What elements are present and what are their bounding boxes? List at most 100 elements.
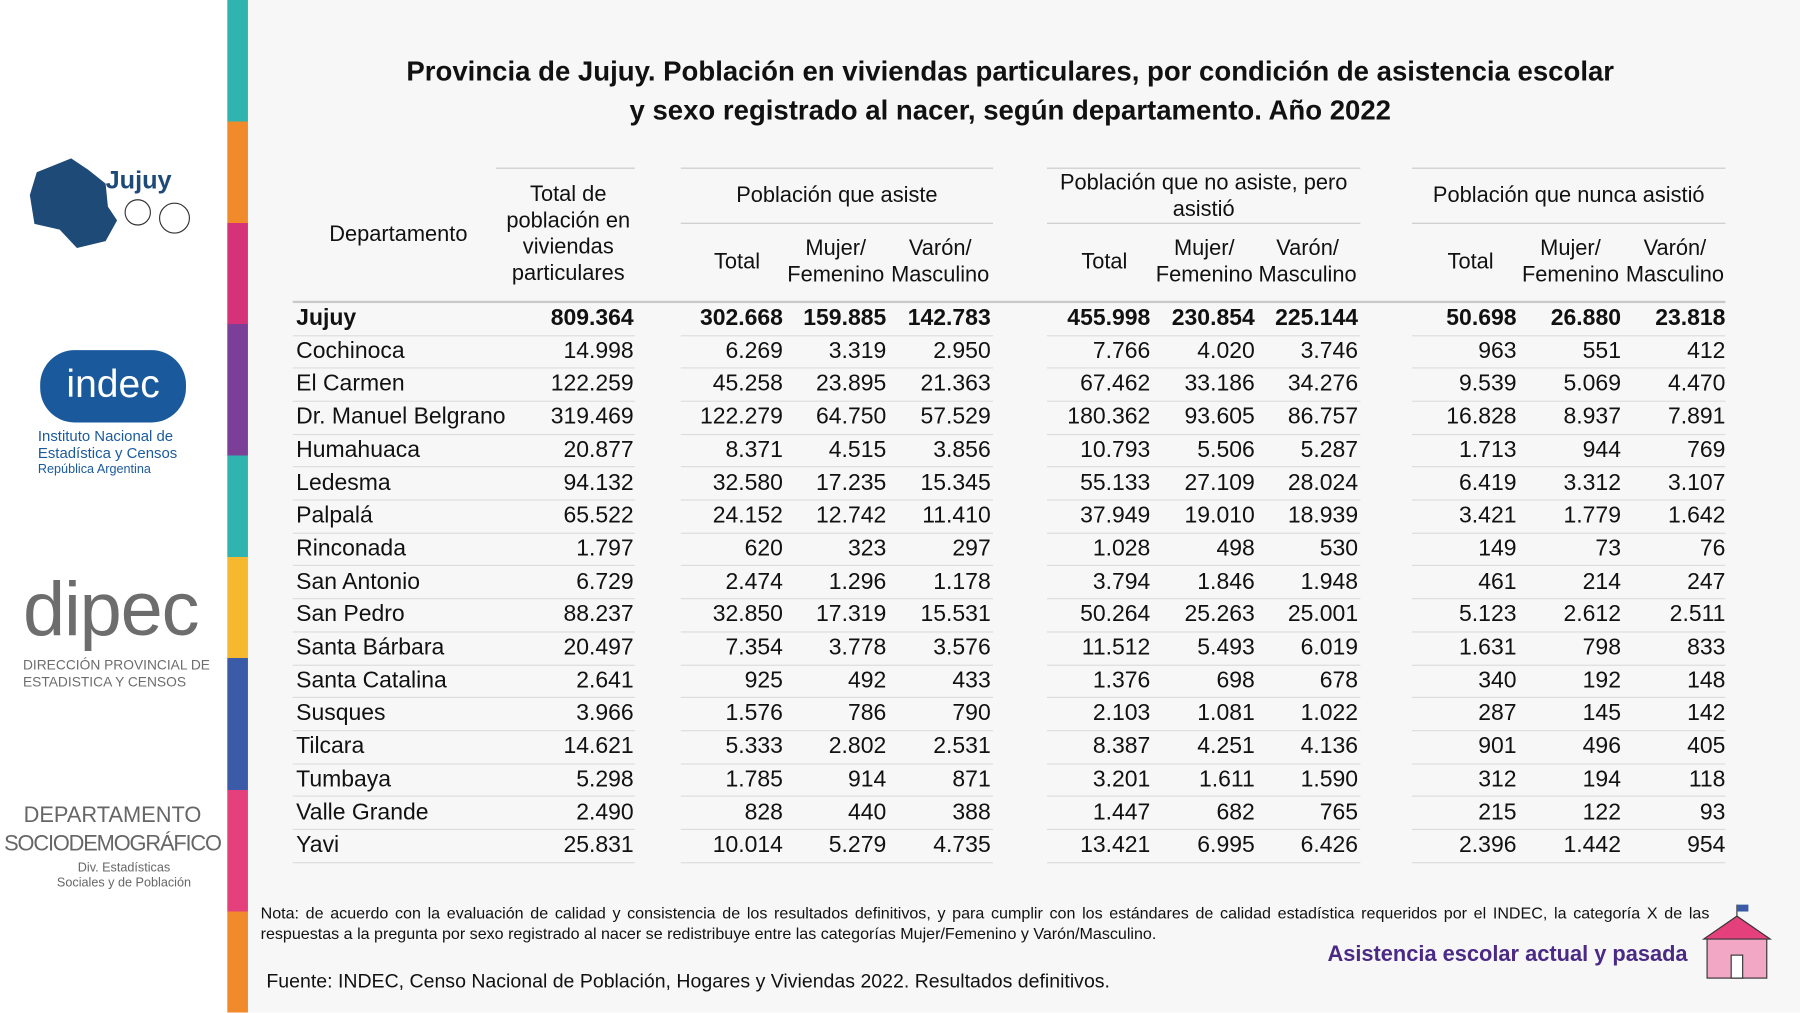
value: 13.421: [1080, 832, 1151, 858]
column-header: Varón/ Masculino: [1258, 236, 1357, 287]
row-rule: [1412, 499, 1726, 501]
row-rule: [1046, 433, 1361, 435]
column-header: Total: [713, 250, 761, 275]
value: 6.729: [576, 568, 634, 595]
value: 5.279: [828, 832, 887, 858]
value: 682: [1216, 799, 1255, 825]
row-rule: [1412, 631, 1726, 633]
value: 954: [1687, 832, 1726, 858]
value: 1.846: [1197, 568, 1255, 595]
row-rule: [1046, 466, 1361, 468]
value: 4.735: [933, 832, 991, 858]
value: 828: [744, 799, 783, 825]
value: 5.493: [1197, 634, 1255, 661]
value: 809.364: [550, 305, 634, 331]
value: 6.995: [1197, 832, 1255, 858]
dipec-name: DIRECCIÓN PROVINCIAL DE ESTADISTICA Y CE…: [22, 656, 210, 690]
value: 225.144: [1275, 305, 1359, 331]
value: 148: [1687, 667, 1726, 694]
row-rule: [1046, 828, 1361, 831]
group-title: Población que asiste: [736, 183, 938, 208]
indec-country: República Argentina: [37, 462, 151, 477]
source: Fuente: INDEC, Censo Nacional de Poblaci…: [266, 970, 1110, 992]
header-rule: [680, 167, 994, 169]
row-rule: [1412, 532, 1726, 534]
column-header: Mujer/ Femenino: [1155, 236, 1253, 287]
value: 1.631: [1459, 634, 1517, 661]
row-rule: [292, 697, 635, 699]
value: 455.998: [1067, 305, 1151, 331]
row-rule: [1412, 433, 1726, 435]
row-rule: [1412, 466, 1726, 468]
row-rule: [680, 532, 994, 534]
column-header: Total: [1447, 250, 1494, 275]
value: 492: [847, 667, 887, 694]
value: 1.296: [828, 568, 887, 595]
value: 3.319: [828, 338, 887, 364]
value: 8.387: [1092, 733, 1151, 759]
jujuy-text: Jujuy: [106, 166, 172, 194]
value: 20.877: [563, 437, 634, 463]
row-rule: [680, 466, 994, 468]
content: [247, 0, 1800, 1013]
value: 118: [1688, 766, 1726, 792]
row-rule: [680, 730, 994, 732]
value: 769: [1687, 437, 1726, 463]
row-rule: [292, 466, 635, 468]
column-header: Varón/ Masculino: [891, 236, 990, 287]
value: 1.611: [1198, 766, 1255, 792]
value: 214: [1582, 568, 1621, 595]
row-rule: [1046, 400, 1361, 402]
value: 3.421: [1459, 503, 1517, 529]
row-rule: [1412, 565, 1726, 567]
value: 340: [1478, 667, 1517, 694]
row-rule: [680, 664, 994, 666]
row-rule: [680, 795, 994, 798]
row-rule: [680, 499, 994, 501]
dept-name: Tilcara: [296, 733, 365, 759]
value: 551: [1582, 338, 1621, 364]
column-header: Varón/ Masculino: [1625, 236, 1725, 287]
value: 925: [744, 667, 783, 694]
row-rule: [292, 532, 635, 534]
color-stripe: [227, 0, 248, 1013]
value: 6.019: [1300, 634, 1359, 661]
row-rule: [1046, 762, 1361, 765]
row-rule: [1046, 334, 1361, 336]
value: 2.641: [576, 667, 634, 694]
value: 1.948: [1300, 568, 1359, 595]
row-rule: [1412, 664, 1726, 666]
row-rule: [1046, 795, 1361, 798]
row-rule: [1412, 367, 1726, 369]
value: 790: [952, 700, 991, 726]
row-rule: [1412, 400, 1726, 402]
value: 18.939: [1287, 503, 1359, 529]
value: 1.022: [1300, 700, 1359, 726]
value: 25.263: [1184, 601, 1255, 628]
value: 57.529: [920, 404, 991, 430]
row-rule: [292, 828, 635, 831]
value: 3.576: [933, 634, 991, 661]
value: 247: [1687, 568, 1726, 595]
value: 20.497: [563, 634, 634, 661]
value: 698: [1216, 667, 1255, 694]
value: 67.462: [1080, 371, 1151, 397]
value: 2.950: [933, 338, 991, 364]
jujuy-logo: Jujuy: [29, 158, 190, 248]
dept-name: Humahuaca: [296, 437, 420, 463]
value: 2.490: [576, 799, 634, 825]
row-rule: [292, 861, 635, 863]
value: 28.024: [1287, 470, 1359, 496]
row-rule: [1412, 795, 1726, 798]
value: 4.470: [1667, 371, 1726, 397]
value: 3.778: [828, 634, 887, 661]
value: 94.132: [563, 470, 634, 496]
value: 944: [1582, 437, 1621, 463]
row-rule: [1046, 697, 1361, 699]
value: 76: [1699, 535, 1726, 562]
value: 142: [1687, 700, 1726, 726]
value: 93: [1699, 799, 1726, 825]
value: 530: [1319, 535, 1359, 562]
